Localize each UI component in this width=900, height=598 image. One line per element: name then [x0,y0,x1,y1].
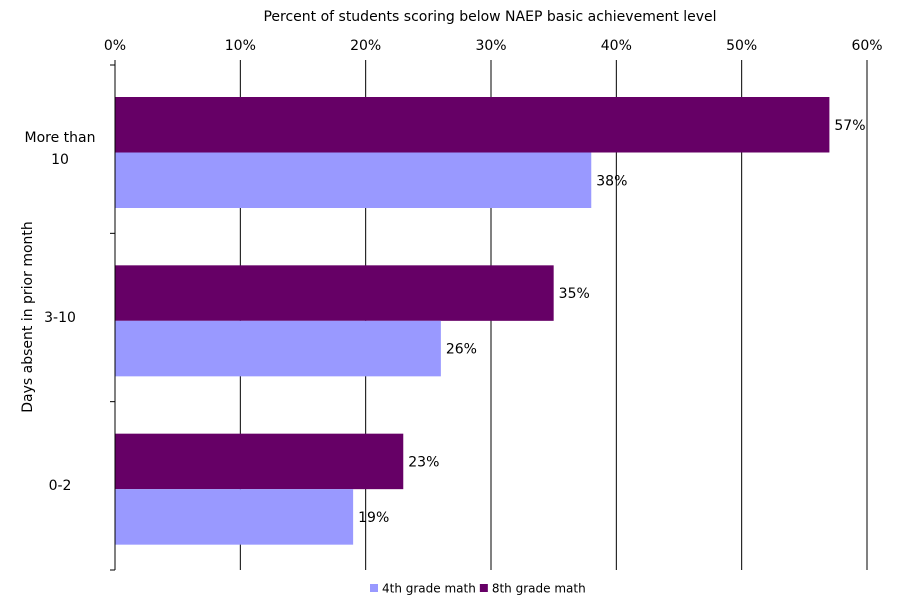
bar [115,433,404,490]
x-tick-label: 50% [726,38,757,54]
axis-title: Percent of students scoring below NAEP b… [263,9,716,25]
x-tick-label: 40% [601,38,632,54]
y-tick-label: More than 10 [24,130,96,169]
bar [115,320,441,377]
y-axis-label: Days absent in prior month [20,221,36,413]
bar [115,265,554,321]
x-tick-label: 30% [475,38,506,54]
value-label: 19% [358,510,389,526]
legend-label: 4th grade math [382,582,476,596]
x-tick-label: 10% [225,38,256,54]
legend-swatch [479,584,488,592]
x-tick-label: 60% [851,38,882,54]
value-label: 35% [559,286,590,302]
x-tick-label: 20% [350,38,381,54]
value-label: 26% [446,342,477,358]
x-tick-label: 0% [104,38,126,54]
bar [115,489,354,545]
value-label: 38% [596,173,627,189]
legend-label: 8th grade math [492,582,586,596]
y-tick-label: 0-2 [48,477,72,494]
legend-swatch [370,584,378,592]
value-label: 23% [408,454,439,470]
value-label: 57% [834,118,865,134]
bar [115,97,830,153]
bar [115,152,592,208]
y-tick-label: 3-10 [44,309,76,326]
